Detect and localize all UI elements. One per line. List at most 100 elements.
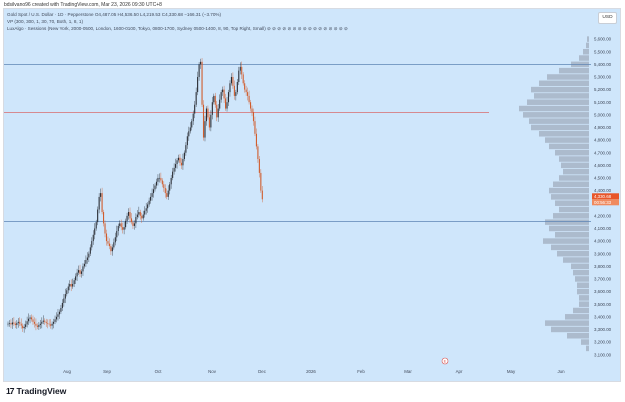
candle-body — [38, 325, 40, 327]
volume-profile-bar — [539, 131, 589, 137]
candle-body — [35, 323, 37, 326]
y-tick-label: 5,100.00 — [594, 100, 612, 105]
y-tick-label: 3,800.00 — [594, 264, 612, 269]
candle-body — [48, 323, 50, 325]
footer: 17 TradingView — [0, 382, 625, 402]
candle-body — [7, 323, 9, 325]
candle-body — [122, 227, 124, 230]
y-tick-label: 4,900.00 — [594, 125, 612, 130]
candle-body — [161, 180, 163, 185]
candle-body — [95, 222, 97, 229]
candle-body — [16, 323, 18, 326]
snapshot-caption: bdsilvano96 created with TradingView.com… — [4, 2, 162, 8]
candle-body — [189, 127, 191, 132]
candle-body — [85, 260, 87, 264]
candle-body — [25, 324, 27, 327]
candle-body — [210, 114, 212, 128]
chart-pane[interactable]: 5,600.00 5,500.00 5,400.00 5,300.00 5,200.00… — [3, 8, 621, 382]
candle-body — [51, 323, 53, 326]
tradingview-mark-icon: 17 — [6, 386, 15, 396]
volume-profile-bar — [557, 250, 589, 257]
y-tick-label: 3,500.00 — [594, 302, 612, 307]
candle-body — [163, 184, 165, 189]
volume-profile-bar — [545, 219, 589, 225]
candle-body — [104, 223, 106, 234]
candle-body — [207, 108, 209, 118]
volume-profile-bar — [559, 175, 589, 181]
candle-body — [223, 89, 225, 99]
volume-profile-bar — [549, 225, 589, 232]
volume-profile-bar — [575, 276, 589, 282]
candle-body — [135, 217, 137, 224]
x-tick-label: Apr — [456, 369, 463, 374]
volume-profile-bar — [571, 263, 589, 270]
candle-body — [238, 70, 240, 83]
candle-body — [141, 215, 143, 219]
y-tick-label: 4,500.00 — [594, 176, 612, 181]
candle-body — [14, 323, 16, 326]
candle-body — [248, 95, 250, 103]
y-tick-label: 5,400.00 — [594, 62, 612, 67]
y-tick-label: 4,700.00 — [594, 150, 612, 155]
candle-body — [166, 193, 168, 197]
volume-profile-bar — [573, 269, 589, 276]
volume-profile-bar — [559, 67, 589, 74]
candle-body — [113, 242, 115, 248]
candle-body — [130, 218, 133, 223]
candle-body — [188, 131, 190, 137]
y-tick-label: 3,700.00 — [594, 277, 612, 282]
candle-body — [125, 220, 127, 228]
y-tick-label: 3,900.00 — [594, 251, 612, 256]
candle-body — [11, 322, 13, 325]
candle-body — [250, 102, 252, 109]
event-marker-label: E — [444, 359, 447, 364]
volume-profile-bar — [551, 244, 589, 251]
candle-body — [245, 89, 247, 93]
candle-body — [72, 283, 74, 287]
candle-body — [247, 92, 249, 96]
brand-name: TradingView — [16, 386, 67, 396]
candle-body — [255, 133, 257, 147]
candle-body — [107, 241, 109, 244]
candle-body — [86, 257, 88, 261]
candle-body — [8, 323, 11, 324]
currency-button[interactable]: USD — [598, 12, 617, 24]
candle-body — [30, 317, 33, 320]
candle-body — [230, 76, 232, 84]
y-tick-label: 5,300.00 — [594, 75, 612, 80]
candle-body — [54, 319, 56, 322]
candle-body — [179, 157, 181, 163]
candle-body — [36, 325, 38, 327]
volume-profile-bar — [579, 55, 589, 61]
candle-body — [116, 230, 118, 238]
candle-body — [217, 108, 219, 118]
candle-body — [44, 320, 46, 322]
volume-profile-bar — [561, 162, 589, 169]
symbol-legend[interactable]: Gold Spot / U.S. Dollar · 1D · Peppersto… — [7, 12, 222, 17]
candle-body — [145, 208, 147, 211]
candle-body — [126, 215, 128, 221]
candle-body — [160, 177, 162, 181]
candle-body — [176, 160, 178, 165]
volume-profile-bar — [579, 295, 589, 301]
volume-profile-bar — [549, 143, 589, 150]
tradingview-logo[interactable]: 17 TradingView — [6, 386, 66, 396]
candle-body — [64, 294, 66, 299]
candle-body — [157, 177, 159, 182]
x-tick-label: Feb — [357, 369, 365, 374]
candle-body — [108, 243, 110, 247]
y-tick-label: 5,500.00 — [594, 49, 612, 54]
volume-profile-legend[interactable]: VP (300, 300, 1, 30, 70, Both, 1, 8, 1) — [7, 19, 84, 24]
volume-profile-bar — [527, 99, 589, 105]
sessions-legend[interactable]: LuxAlgo · Sessions (New York, 2000-0500,… — [7, 26, 348, 31]
candle-body — [147, 204, 149, 209]
event-marker-icon[interactable] — [441, 357, 449, 365]
candle-body — [185, 145, 187, 153]
candle-body — [83, 263, 85, 267]
candle-body — [88, 253, 90, 258]
volume-profile-bar — [567, 332, 589, 339]
volume-profile-bar — [529, 118, 589, 124]
y-tick-label: 3,200.00 — [594, 340, 612, 345]
candle-body — [60, 307, 62, 312]
chart-canvas[interactable]: 5,600.00 5,500.00 5,400.00 5,300.00 5,200.00… — [4, 9, 620, 381]
